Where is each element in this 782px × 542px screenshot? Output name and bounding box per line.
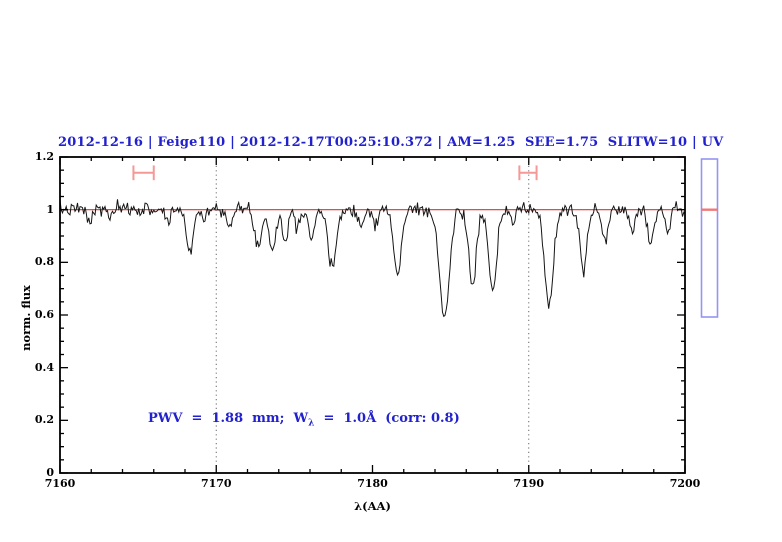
annotation-text-2: = 1.0Å (corr: 0.8) (314, 411, 460, 426)
plot-frame (59, 156, 686, 474)
y-tick-label: 0.8 (34, 255, 54, 269)
flux-scale-bar (700, 158, 719, 318)
spectrum-path (59, 199, 686, 318)
y-tick-label: 0.2 (34, 413, 54, 427)
y-tick-label: 0.6 (34, 308, 54, 321)
x-tick-label: 7180 (357, 477, 388, 490)
y-tick-label: 0 (46, 466, 54, 479)
x-tick-label: 7190 (513, 477, 545, 490)
lambda-subscript: λ (308, 418, 315, 429)
x-tick-label: 7170 (200, 477, 232, 490)
pwv-annotation: PWV = 1.88 mm; Wλ = 1.0Å (corr: 0.8) (148, 411, 460, 429)
y-tick-label: 1.2 (34, 150, 54, 163)
plot-header: 2012-12-16 | Feige110 | 2012-12-17T00:25… (58, 135, 724, 150)
x-axis-label: λ(AA) (354, 499, 391, 513)
x-tick-label: 7160 (44, 477, 76, 490)
y-tick-label: 1 (46, 202, 54, 216)
annotation-text-1: PWV = 1.88 mm; W (148, 411, 309, 426)
x-tick-label: 7200 (669, 477, 701, 490)
telluric-range-marker (518, 165, 538, 181)
telluric-range-marker (132, 165, 155, 181)
y-tick-label: 0.4 (34, 360, 54, 374)
